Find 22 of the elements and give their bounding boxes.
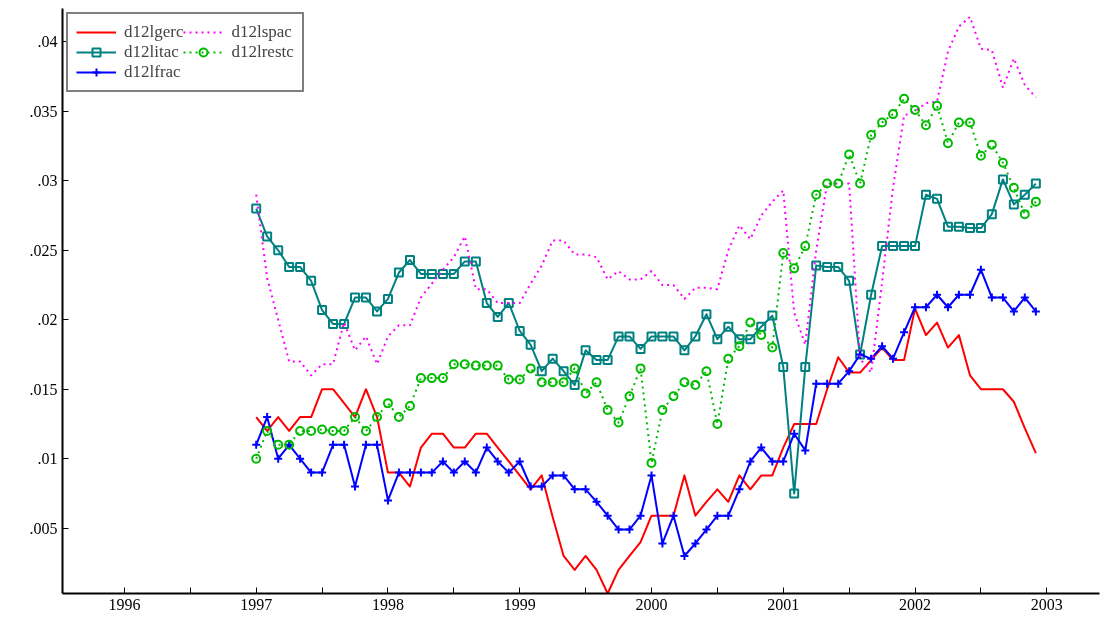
y-tick-label: .03 (37, 172, 58, 190)
x-tick-label: 2001 (767, 595, 800, 613)
y-tick-label: .04 (37, 33, 58, 51)
y-tick-label: .01 (37, 450, 58, 468)
x-tick-label: 1998 (371, 595, 404, 613)
x-tick-label: 1996 (108, 595, 141, 613)
legend-label: d12lgerc (124, 22, 184, 42)
x-tick-label: 1999 (503, 595, 536, 613)
y-tick-label: .02 (37, 311, 58, 329)
legend-label: d12litac (124, 42, 179, 62)
y-tick-label: .035 (29, 102, 58, 120)
x-tick-label: 1997 (240, 595, 273, 613)
y-tick-label: .005 (29, 519, 58, 537)
y-tick-label: .025 (29, 241, 58, 259)
x-tick-label: 2000 (635, 595, 668, 613)
legend-label: d12lspac (231, 22, 292, 42)
x-tick-label: 2003 (1030, 595, 1063, 613)
x-tick-label: 2002 (899, 595, 932, 613)
legend-label: d12lfrac (124, 62, 181, 82)
y-tick-label: .015 (29, 380, 58, 398)
line-series (255, 307, 1037, 594)
legend-label: d12lrestc (231, 42, 294, 62)
